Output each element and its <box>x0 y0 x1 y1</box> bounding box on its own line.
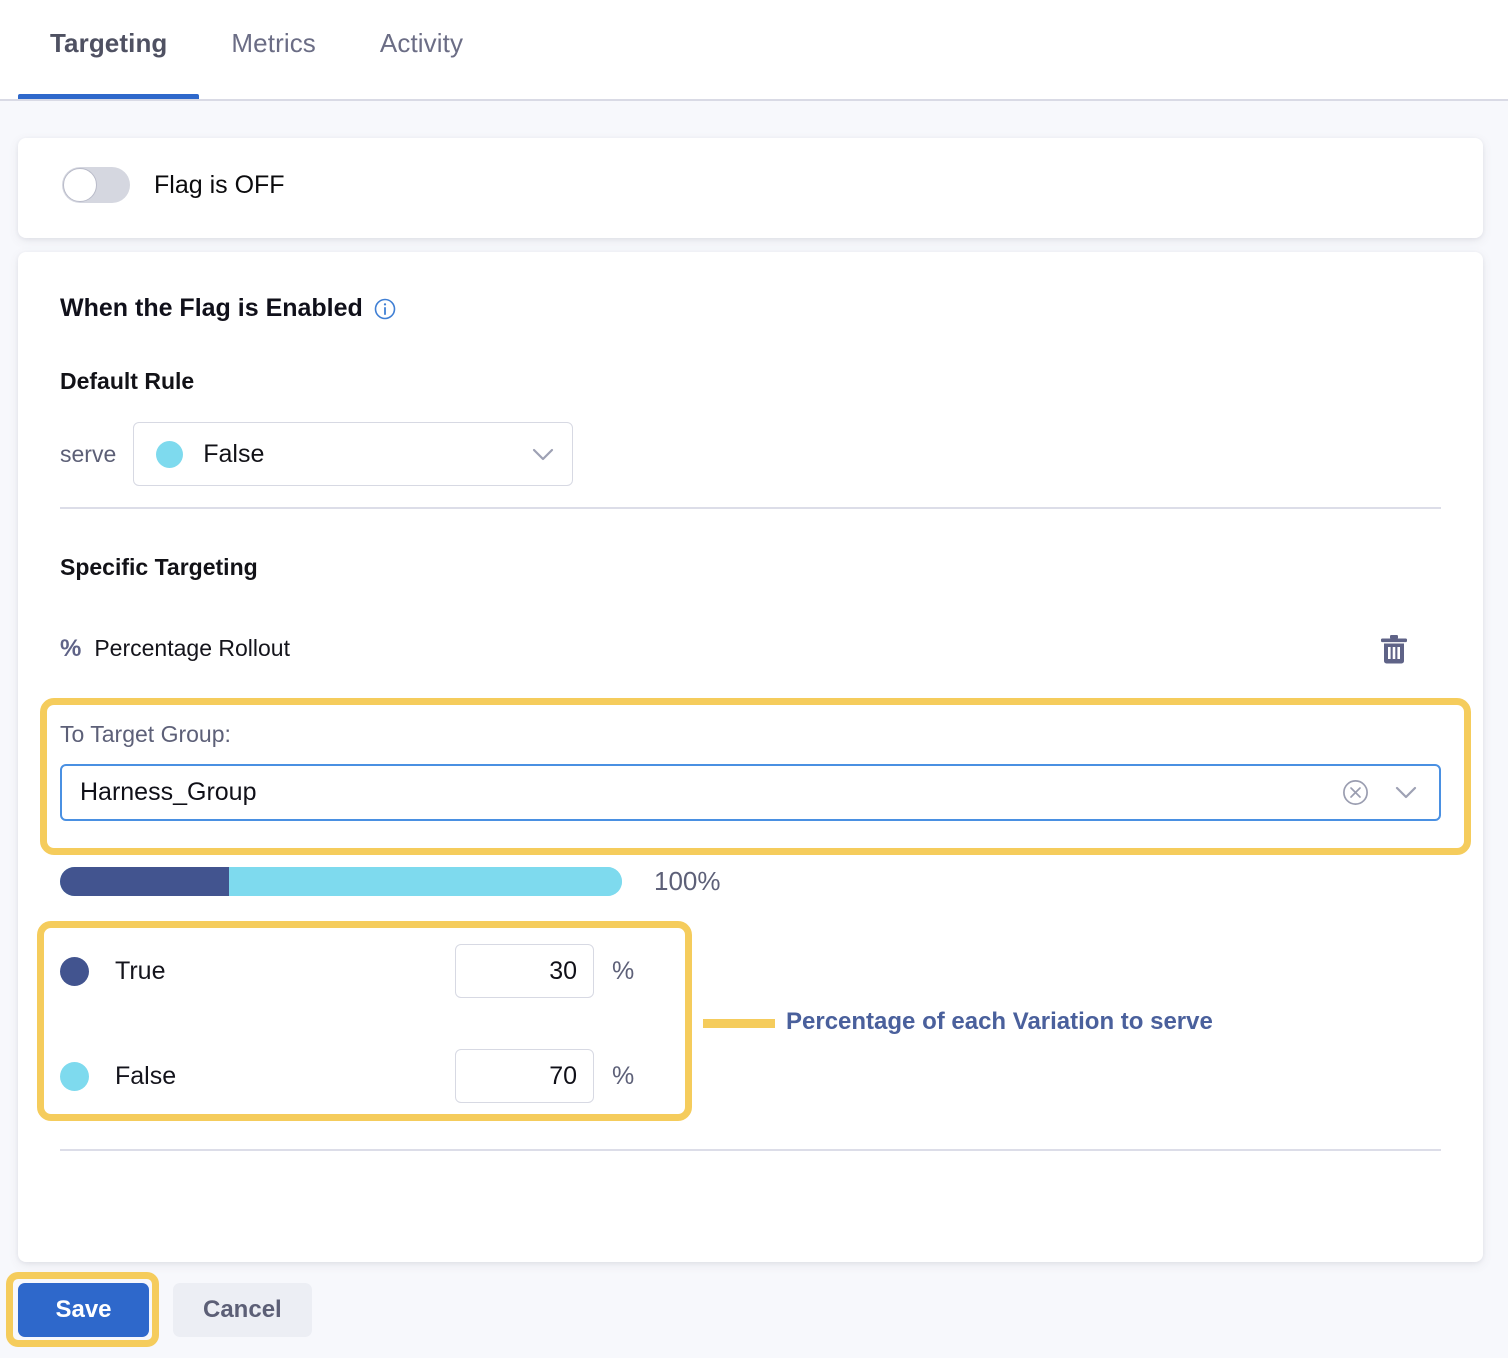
annotation-leader-line <box>703 1019 775 1028</box>
target-group-label: To Target Group: <box>60 721 231 747</box>
percent-sign: % <box>612 1061 635 1090</box>
variation-color-dot <box>60 1061 89 1091</box>
form-actions: Save Cancel <box>18 1283 312 1337</box>
rollout-total-label: 100% <box>654 866 721 896</box>
variation-row-false: False 70 % <box>60 1049 660 1103</box>
flag-state-card: Flag is OFF <box>18 138 1483 238</box>
tab-metrics-label: Metrics <box>231 28 316 58</box>
rollout-distribution-bar-row: 100% <box>60 866 721 897</box>
percent-sign: % <box>612 956 635 985</box>
flag-state-label: Flag is OFF <box>154 170 285 199</box>
default-rule-serve-row: serve False <box>60 422 574 486</box>
flag-toggle-switch[interactable] <box>62 167 130 203</box>
variation-name: False <box>115 1061 177 1090</box>
annotation-label: Percentage of each Variation to serve <box>786 1008 1213 1035</box>
variation-name: True <box>115 956 166 985</box>
save-button[interactable]: Save <box>18 1283 149 1337</box>
default-variation-select[interactable]: False <box>133 422 574 486</box>
when-flag-enabled-label: When the Flag is Enabled <box>60 294 363 322</box>
targeting-card: When the Flag is Enabled Default Rule se… <box>18 252 1483 1262</box>
info-circle-icon[interactable] <box>374 298 396 320</box>
percentage-rollout-header: % Percentage Rollout <box>60 635 290 662</box>
when-flag-enabled-heading: When the Flag is Enabled <box>60 294 396 323</box>
percentage-rollout-title: Percentage Rollout <box>94 635 290 661</box>
default-rule-heading: Default Rule <box>60 368 195 394</box>
trash-icon[interactable] <box>1378 632 1410 666</box>
variation-percent-input[interactable]: 30 <box>455 944 594 998</box>
variation-row-true: True 30 % <box>60 944 660 998</box>
flag-toggle-row: Flag is OFF <box>62 167 285 203</box>
chevron-down-icon[interactable] <box>1395 786 1417 799</box>
bar-segment-true <box>60 867 229 896</box>
default-variation-value: False <box>203 439 265 468</box>
serve-label: serve <box>60 440 117 467</box>
variation-color-dot <box>156 440 184 468</box>
tab-list: Targeting Metrics Activity <box>18 0 495 99</box>
section-divider <box>60 507 1441 509</box>
tab-bar: Targeting Metrics Activity <box>0 0 1508 101</box>
rule-divider <box>60 1149 1441 1151</box>
variation-color-dot <box>60 956 89 986</box>
tab-targeting[interactable]: Targeting <box>18 0 200 99</box>
specific-targeting-heading: Specific Targeting <box>60 554 258 580</box>
toggle-knob <box>63 168 97 202</box>
tab-metrics[interactable]: Metrics <box>199 0 347 99</box>
cancel-button[interactable]: Cancel <box>173 1283 312 1337</box>
chevron-down-icon <box>533 448 554 460</box>
variation-percent-input[interactable]: 70 <box>455 1049 594 1103</box>
rollout-distribution-bar <box>60 867 622 896</box>
clear-circle-x-icon[interactable] <box>1342 779 1369 806</box>
percent-icon: % <box>60 634 82 662</box>
target-group-value: Harness_Group <box>80 778 257 806</box>
tab-activity[interactable]: Activity <box>348 0 495 99</box>
tab-targeting-label: Targeting <box>50 28 168 58</box>
bar-segment-false <box>228 867 622 896</box>
target-group-input[interactable]: Harness_Group <box>60 764 1441 821</box>
tab-activity-label: Activity <box>379 28 464 58</box>
